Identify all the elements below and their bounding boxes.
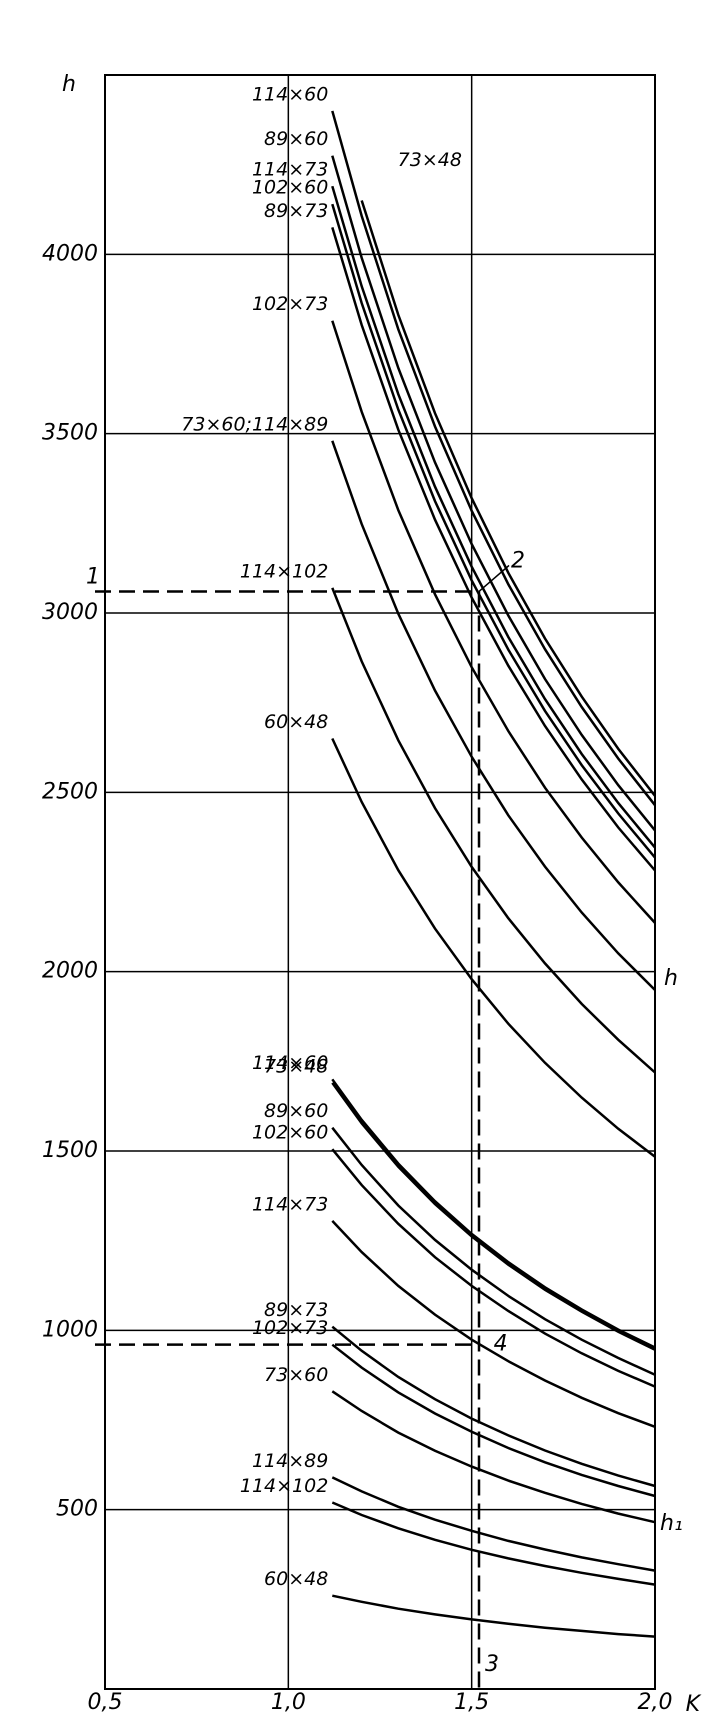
curve-label: 73×48 [398, 149, 462, 171]
curve-label: 89×73 [264, 1299, 328, 1321]
annotation: 3 [485, 1652, 499, 1677]
annotation: 1 [86, 564, 100, 589]
y-tick-label: 3500 [42, 421, 98, 446]
curve-label: 89×60 [264, 1100, 328, 1122]
curve [331, 320, 656, 924]
x-tick-label: 1,0 [271, 1690, 306, 1715]
plot-frame [104, 74, 656, 1690]
curve [331, 440, 656, 991]
y-tick-label: 2000 [42, 959, 98, 984]
curve-label: 73×60;114×89 [181, 413, 328, 435]
y-axis-label: h [62, 72, 76, 97]
curve [331, 203, 656, 859]
curve [331, 1220, 656, 1428]
curve-label: 73×60 [264, 1364, 328, 1386]
curve-label: 114×73 [252, 1193, 328, 1215]
curve [360, 200, 656, 797]
leader [478, 564, 510, 593]
right-label: h [664, 966, 678, 991]
curve-label: 89×73 [264, 200, 328, 222]
curve-label: 73×48 [264, 1055, 328, 1077]
curve [331, 1148, 656, 1388]
curve [331, 110, 656, 806]
curve-label: 114×60 [252, 1052, 328, 1074]
curve-label: 89×60 [264, 128, 328, 150]
annotation: 2 [511, 548, 525, 573]
curve [331, 1343, 656, 1498]
curve [331, 1126, 656, 1376]
curve-label: 102×73 [252, 293, 328, 315]
curve-label: 114×102 [240, 1475, 328, 1497]
y-tick-label: 2500 [42, 779, 98, 804]
curve [331, 185, 656, 849]
x-tick-label: 0,5 [88, 1690, 123, 1715]
x-tick-label: 1,5 [454, 1690, 489, 1715]
curve [331, 587, 656, 1074]
curve [332, 1594, 656, 1638]
curve-label: 114×60 [252, 83, 328, 105]
right-label: h₁ [660, 1511, 683, 1536]
curve-label: 102×73 [252, 1317, 328, 1339]
curve [331, 227, 656, 872]
curve [331, 1501, 656, 1586]
curve-label: 114×89 [252, 1450, 328, 1472]
curve [331, 155, 656, 832]
curve-label: 60×48 [264, 1568, 328, 1590]
curve-label: 60×48 [264, 711, 328, 733]
x-tick-label: 2,0 [638, 1690, 673, 1715]
curve-label: 114×102 [240, 560, 328, 582]
y-tick-label: 500 [56, 1497, 98, 1522]
y-tick-label: 1500 [42, 1138, 98, 1163]
annotation: 4 [494, 1332, 508, 1357]
curve [331, 1325, 656, 1488]
y-tick-label: 4000 [42, 241, 98, 266]
curve [331, 1078, 656, 1349]
curve [331, 1082, 656, 1351]
curve [331, 737, 656, 1158]
y-tick-label: 3000 [42, 600, 98, 625]
curve-label: 102×60 [252, 177, 328, 199]
y-tick-label: 1000 [42, 1317, 98, 1342]
curve [331, 1390, 656, 1524]
x-axis-label: K [686, 1692, 702, 1715]
curve-label: 114×73 [252, 159, 328, 181]
curve-label: 102×60 [252, 1122, 328, 1144]
curve [331, 1476, 656, 1572]
